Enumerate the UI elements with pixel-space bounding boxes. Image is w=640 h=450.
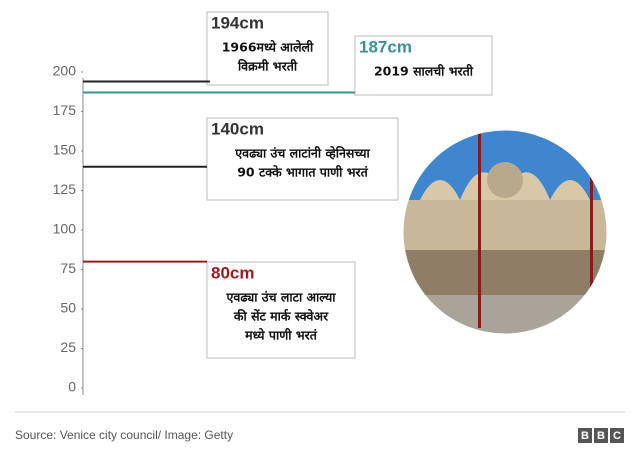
annotation: 2019 सालची भरती	[374, 64, 474, 79]
annotation-box	[206, 11, 329, 86]
annotation-box	[354, 35, 493, 96]
logo-letter: C	[613, 430, 621, 442]
logo-letter: B	[597, 430, 605, 442]
y-tick-label: 125	[53, 181, 77, 197]
y-tick-label: 175	[53, 102, 77, 118]
annotation: 90 टक्के भागात पाणी भरतं	[237, 165, 368, 180]
y-tick-label: 200	[53, 63, 77, 79]
value-label: 140cm	[211, 119, 264, 138]
photo-frame	[400, 127, 610, 337]
y-tick-label: 75	[60, 260, 76, 276]
source: Source: Venice city council/ Image: Gett…	[15, 428, 233, 442]
y-tick-label: 0	[68, 379, 76, 395]
y-tick-label: 25	[60, 339, 76, 355]
value-label: 80cm	[211, 263, 254, 282]
annotation-box	[206, 261, 356, 359]
logo-box	[578, 428, 592, 443]
logo-box	[594, 428, 608, 443]
annotation: की सेंट मार्क स्क्वेअर	[233, 309, 329, 324]
logo-letter: B	[581, 430, 589, 442]
y-tick-label: 50	[60, 300, 76, 316]
value-label: 187cm	[359, 37, 412, 56]
annotation: एवढ्या उंच लाटा आल्या	[225, 290, 336, 305]
y-tick-label: 150	[53, 142, 77, 158]
annotation: मध्ये पाणी भरतं	[244, 328, 318, 343]
annotation: 1966मध्ये आलेली	[222, 40, 314, 55]
annotation: एवढ्या उंच लाटांनी व्हेनिसच्या	[234, 146, 370, 161]
logo-box	[610, 428, 624, 443]
value-label: 194cm	[211, 13, 264, 32]
annotation: विक्रमी भरती	[237, 59, 298, 74]
annotation-box	[206, 117, 399, 201]
y-tick-label: 100	[53, 221, 77, 237]
